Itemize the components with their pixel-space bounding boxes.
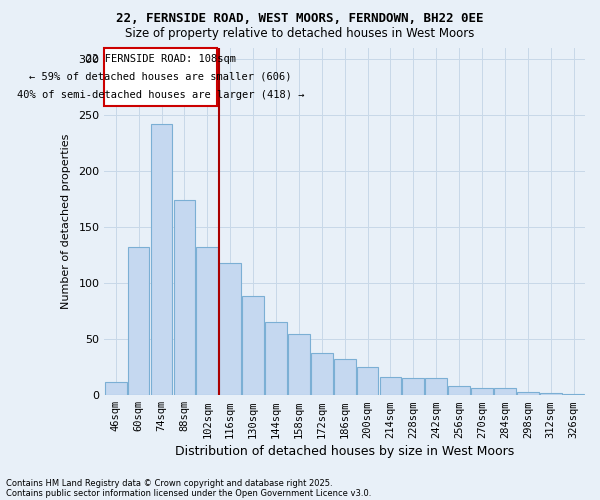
- Bar: [448, 386, 470, 395]
- Bar: [128, 247, 149, 395]
- Bar: [540, 393, 562, 395]
- Bar: [288, 334, 310, 395]
- Bar: [220, 263, 241, 395]
- Bar: [265, 322, 287, 395]
- Bar: [517, 392, 539, 395]
- Text: 22 FERNSIDE ROAD: 108sqm: 22 FERNSIDE ROAD: 108sqm: [86, 54, 236, 64]
- Text: ← 59% of detached houses are smaller (606): ← 59% of detached houses are smaller (60…: [29, 72, 292, 82]
- Bar: [334, 360, 356, 395]
- Bar: [403, 378, 424, 395]
- Text: 22, FERNSIDE ROAD, WEST MOORS, FERNDOWN, BH22 0EE: 22, FERNSIDE ROAD, WEST MOORS, FERNDOWN,…: [116, 12, 484, 26]
- Bar: [105, 382, 127, 395]
- Bar: [380, 377, 401, 395]
- Bar: [425, 378, 447, 395]
- Bar: [563, 394, 584, 395]
- Bar: [356, 367, 379, 395]
- Text: 40% of semi-detached houses are larger (418) →: 40% of semi-detached houses are larger (…: [17, 90, 304, 101]
- Bar: [173, 200, 195, 395]
- Bar: [471, 388, 493, 395]
- FancyBboxPatch shape: [104, 48, 217, 106]
- X-axis label: Distribution of detached houses by size in West Moors: Distribution of detached houses by size …: [175, 444, 514, 458]
- Y-axis label: Number of detached properties: Number of detached properties: [61, 134, 71, 309]
- Bar: [494, 388, 516, 395]
- Bar: [311, 352, 332, 395]
- Bar: [242, 296, 264, 395]
- Text: Size of property relative to detached houses in West Moors: Size of property relative to detached ho…: [125, 28, 475, 40]
- Text: Contains HM Land Registry data © Crown copyright and database right 2025.: Contains HM Land Registry data © Crown c…: [6, 478, 332, 488]
- Text: Contains public sector information licensed under the Open Government Licence v3: Contains public sector information licen…: [6, 488, 371, 498]
- Bar: [151, 124, 172, 395]
- Bar: [196, 247, 218, 395]
